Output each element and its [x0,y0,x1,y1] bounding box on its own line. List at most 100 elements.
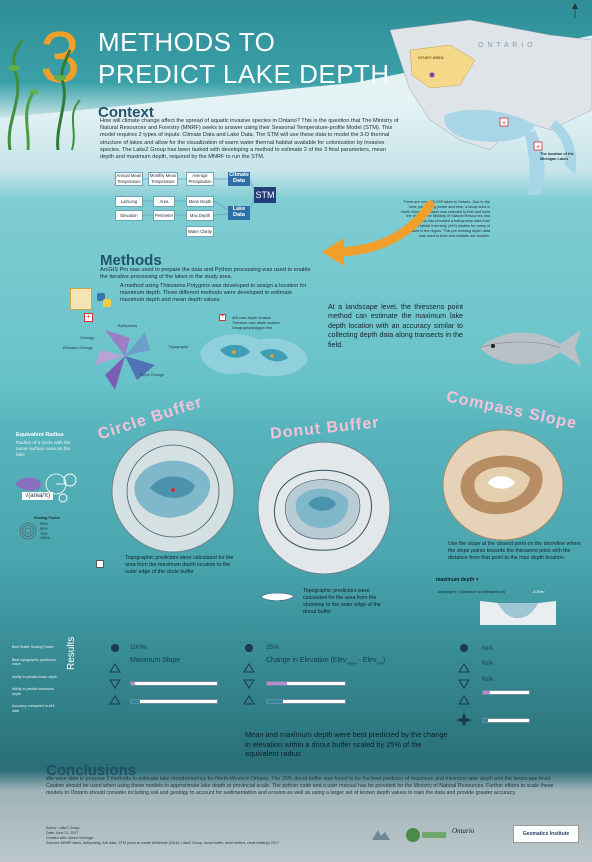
col3-pct-3: N/A [482,676,493,683]
scaling-factor-list: 25% 50% 75% 100% [40,522,50,541]
compass-slope-caption: Use the slope at the closest point on th… [448,541,582,561]
context-heading: Context [98,104,154,121]
col1-bar-mean [130,681,218,686]
col2-predictor-sub1: mean [346,660,357,666]
title-line-1: METHODS TO [98,27,276,57]
rose-label-elevation: Elevation Change [63,346,93,350]
flow-lake-data: Lake Data [228,206,250,220]
equiv-radius-formula: √(area/π) [22,492,54,500]
flow-climate-data: Climate Data [228,172,250,186]
col2-predictor-close: ) [382,657,386,664]
methods-heading: Methods [100,252,162,269]
flow-arrows [143,178,255,216]
geomatics-institute-logo: Geomatics Institute [513,825,579,843]
col3-bar-mean [482,690,530,695]
seaweed-illustration [7,40,81,150]
scaling-75: 75% [40,531,48,536]
results-legend-item-1: Best Buffer Scaling Factor [12,645,54,649]
results-col1-icons [109,644,121,705]
col2-predictor-sep: - Elev [356,657,377,664]
svg-text:+: + [502,120,506,127]
col3-bar-max [482,718,530,723]
flow-box-precipitation: Average Precipitation [186,172,214,186]
equiv-radius-heading: Equivalent Radius [16,432,64,438]
compass-side-label: Δ Elev [533,589,545,594]
legend-item-ahi: AHI max depth location [232,316,272,320]
conclusions-body: We were able to propose 3 methods to est… [46,776,554,796]
results-col3-icons [456,644,472,726]
flow-box-latlong: Lat/Long [115,196,143,207]
max-depth-formula: tan(slope) × (distance to thiessens pt) [438,589,505,594]
circle-buffer-map [111,429,235,553]
circle-buffer-bullet-icon [96,560,104,568]
col3-bar-max-fill [483,719,488,722]
donut-lake-icon [260,592,295,601]
results-legend-item-3: Ability to predict mean depth [12,674,58,679]
col2-bar-max-fill [267,700,283,703]
results-legend-item-4: Ability to predict maximum depth [12,687,54,696]
map-caption: The location of the Michigan Lakes [540,152,574,161]
lakez-logo-icon [372,830,390,840]
partner-logo-icon [406,828,446,842]
flow-box-annual-temp: Annual Mean Temperature [115,172,143,186]
equiv-radius-body: Radius of a circle with the same surface… [16,441,71,458]
results-legend: Best Buffer Scaling Factor Best topograp… [12,645,60,713]
col2-bar-mean [266,681,346,686]
col2-predictor-main: Change in Elevation (Elev [266,657,347,664]
title-line-2: PREDICT LAKE DEPTH [98,59,390,89]
flow-box-perimeter: Perimeter [153,210,175,221]
arcgis-icon [70,288,92,310]
scaling-25: 25% [40,522,48,526]
context-body: How will climate change affect the sprea… [100,118,399,161]
map-ontario-label: O N T A R I O [478,42,534,49]
flow-box-elevation: Elevation [115,210,143,221]
lakes-map-marker-icon: + [219,314,226,321]
col3-pct-1: N/A [482,645,493,652]
results-statement: Mean and maximum depth were best predict… [245,730,448,758]
map-study-area-label: STUDY AREA [418,55,444,60]
ontario-logo: Ontario [452,827,475,835]
footer-date: Date: June 21, 2017 [46,831,79,835]
scaling-50: 50% [40,526,48,531]
legend-item-thiessen: Thiessen max depth location [232,320,281,325]
svg-text:+: + [536,144,540,151]
ontario-map: + + [389,3,592,195]
slope-cross-section [480,601,556,625]
rose-label-topography: Topography [168,345,188,349]
col2-bar-mean-fill [267,682,287,685]
landscape-statement: At a landscape level, the thiessens poin… [328,303,463,349]
methods-body-1: ArcGIS Pro was used to prepare the data … [100,267,311,281]
study-lakes-map [200,334,308,377]
rose-label-bathymetry: Bathymetry [118,324,138,328]
footer-created: Created with: Adobe InDesign [46,836,94,840]
thiessen-marker-icon: + [84,313,93,322]
orange-arrow-icon [322,200,435,266]
col3-pct-2: N/A [482,660,493,667]
donut-buffer-caption: Topographic predictors were calculated f… [303,588,381,615]
col2-bar-max [266,699,346,704]
flow-box-monthly-temp: Monthly Mean Temperature [148,172,178,186]
flow-box-area: Area [153,196,175,207]
conclusions-heading: Conclusions [46,762,137,779]
bubbles-decoration [58,473,77,503]
col3-bar-mean-fill [483,691,490,694]
lakes-map-legend: AHI max depth location Thiessen max dept… [232,316,294,330]
results-heading: Results [66,636,77,670]
col2-predictor: Change in Elevation (Elevmean - Elevmin) [266,657,385,665]
footer-author: Author: LakeZ Group [46,826,80,830]
results-col2-icons [243,644,255,705]
section-number: 3 [40,18,81,98]
flow-box-max-depth: Max Depth [186,210,214,221]
lake-shape-icon [15,473,67,495]
donut-buffer-map [257,441,391,575]
predictor-rose-diagram [95,330,155,390]
methods-body-2: A method using Thiessens Polygons was de… [120,283,307,304]
rose-label-slope: Slope Change [140,373,165,377]
col1-bar-mean-fill [131,682,136,685]
compass-slope-map [442,429,564,541]
scaling-factor-heading: Scaling Factor [34,516,61,520]
python-icon [97,293,111,307]
flow-stm: STM [254,187,276,203]
flow-box-water-clarity: Water Clarity [186,226,214,237]
max-depth-label: maximum depth = [436,577,479,583]
